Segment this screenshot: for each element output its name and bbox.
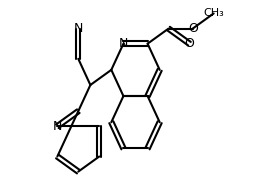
Text: N: N: [74, 22, 83, 35]
Text: O: O: [185, 37, 194, 50]
Text: O: O: [188, 22, 198, 35]
Text: N: N: [53, 120, 62, 133]
Text: N: N: [119, 37, 128, 50]
Text: CH₃: CH₃: [203, 8, 224, 18]
